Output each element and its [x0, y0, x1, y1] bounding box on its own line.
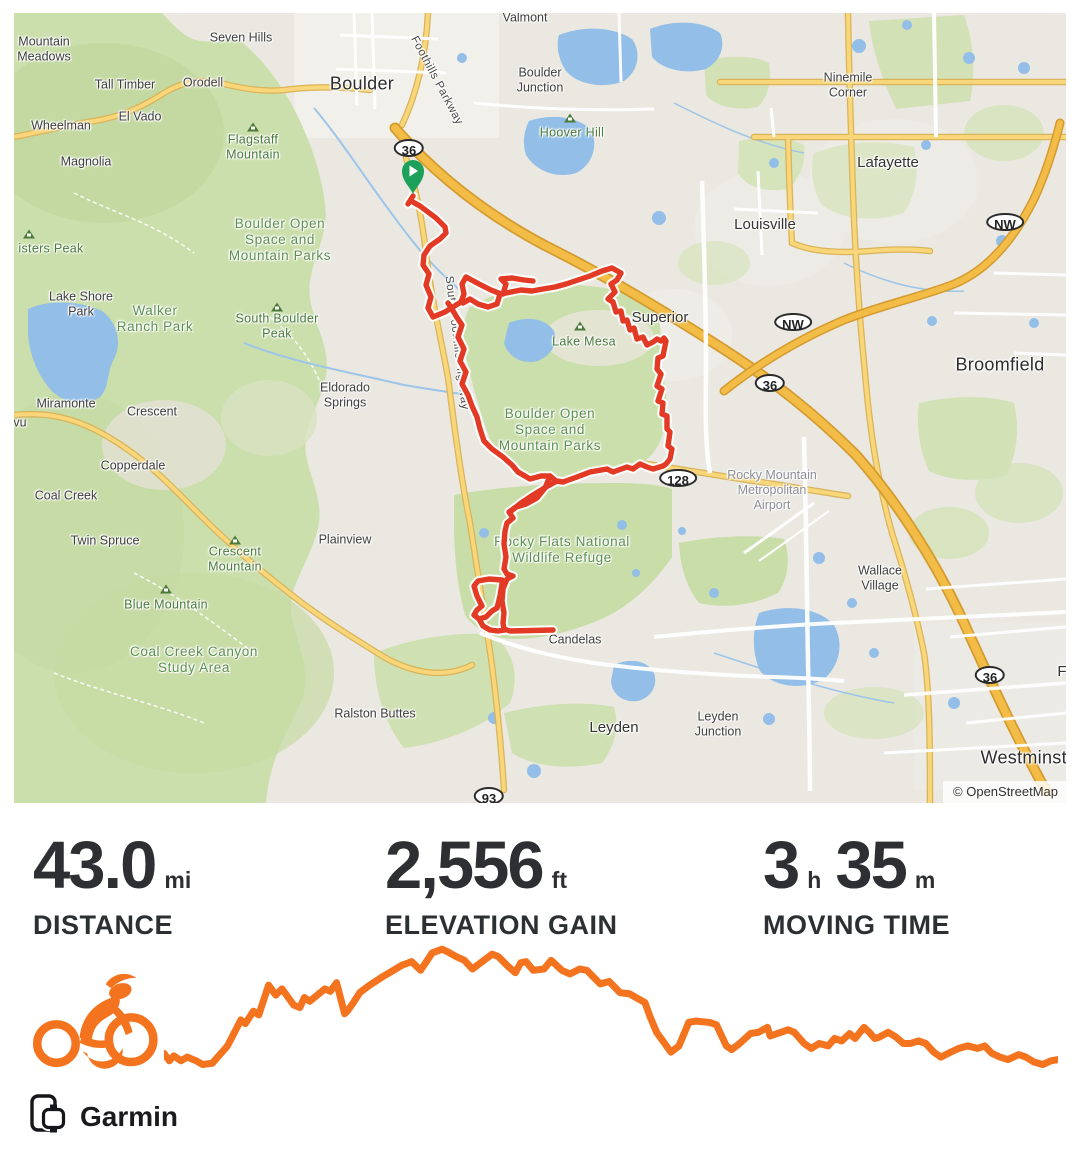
elevation-gain-label: ELEVATION GAIN: [385, 910, 618, 940]
elevation-gain-number: 2,556: [385, 828, 545, 903]
elevation-gain-unit: ft: [551, 867, 567, 893]
source-name: Garmin: [80, 1101, 179, 1132]
route-map[interactable]: Mountain Meadows Seven Hills Tall Timber Or…: [14, 13, 1066, 803]
elevation-line: [164, 949, 1058, 1064]
elevation-chart: [164, 942, 1058, 1078]
map-basemap: [14, 13, 1066, 803]
stat-distance: 43.0 mi DISTANCE: [33, 832, 191, 941]
route-track: [403, 191, 677, 636]
distance-label: DISTANCE: [33, 910, 174, 940]
moving-time-value: 3 h 35 m: [763, 832, 950, 899]
devices-icon: [30, 1094, 67, 1140]
distance-unit: mi: [164, 867, 192, 893]
moving-time-hours-unit: h: [807, 867, 822, 893]
stat-elevation-gain: 2,556 ft ELEVATION GAIN: [385, 832, 618, 941]
moving-time-label: MOVING TIME: [763, 910, 950, 940]
cyclist-icon: [28, 972, 168, 1077]
distance-number: 43.0: [33, 828, 157, 903]
distance-value: 43.0 mi: [33, 832, 191, 899]
route-start-marker: [398, 152, 428, 199]
moving-time-hours: 3: [763, 828, 800, 903]
osm-attribution[interactable]: © OpenStreetMap: [943, 781, 1066, 803]
moving-time-minutes-unit: m: [914, 867, 936, 893]
moving-time-minutes: 35: [835, 828, 908, 903]
stat-moving-time: 3 h 35 m MOVING TIME: [763, 832, 950, 941]
elevation-gain-value: 2,556 ft: [385, 832, 618, 899]
source-row: Garmin: [30, 1094, 178, 1140]
